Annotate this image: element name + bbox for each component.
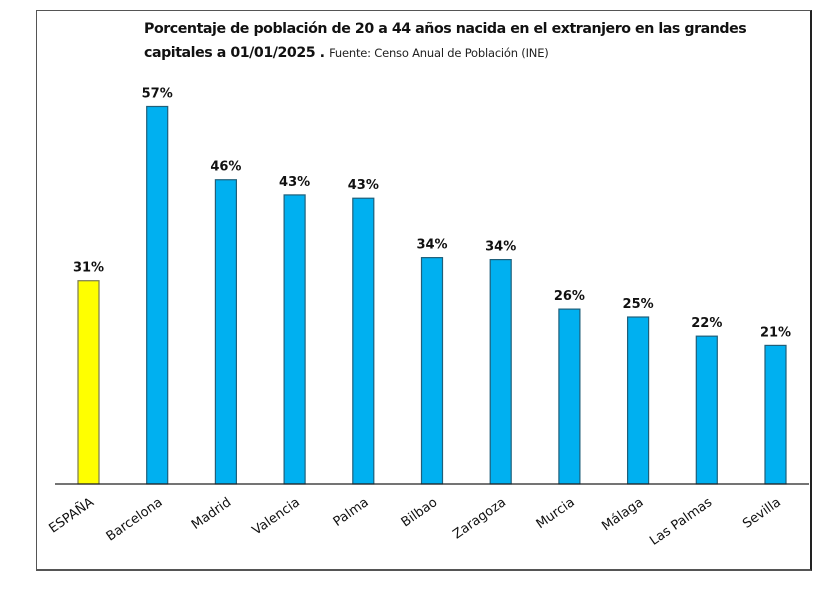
bar-sevilla (764, 344, 787, 485)
data-label: 46% (210, 160, 241, 175)
bar-bilbao (420, 257, 444, 485)
category-label: Las Palmas (647, 495, 715, 549)
category-label: Murcia (534, 495, 578, 532)
data-label: 43% (279, 175, 310, 190)
data-label: 21% (760, 325, 791, 340)
bar-españa (77, 280, 100, 485)
bar-zaragoza (489, 259, 512, 485)
category-label: Palma (331, 495, 372, 530)
category-label: Sevilla (740, 495, 784, 532)
bar-las-palmas (695, 335, 718, 485)
category-label: Málaga (599, 495, 646, 534)
category-label: Zaragoza (450, 495, 509, 542)
category-label: Valencia (250, 495, 303, 539)
data-label: 22% (691, 316, 722, 331)
category-label: Madrid (189, 495, 234, 533)
data-label: 25% (623, 297, 654, 312)
bar-madrid (214, 179, 237, 485)
data-label: 57% (142, 86, 173, 101)
bar-málaga (626, 316, 650, 485)
data-label: 31% (73, 261, 104, 276)
chart-title-text: Porcentaje de población de 20 a 44 años … (144, 21, 747, 61)
data-label: 34% (485, 240, 516, 255)
category-label: Barcelona (104, 495, 166, 544)
bar-murcia (558, 308, 581, 485)
bar-palma (352, 197, 375, 485)
data-label: 34% (416, 238, 447, 253)
chart-title: Porcentaje de población de 20 a 44 años … (144, 17, 784, 65)
chart-source: Fuente: Censo Anual de Población (INE) (329, 46, 549, 60)
data-label: 26% (554, 289, 585, 304)
bar-barcelona (146, 105, 169, 485)
data-label: 43% (348, 178, 379, 193)
category-label: Bilbao (399, 495, 441, 530)
category-label: ESPAÑA (46, 494, 97, 536)
bar-valencia (283, 194, 306, 485)
